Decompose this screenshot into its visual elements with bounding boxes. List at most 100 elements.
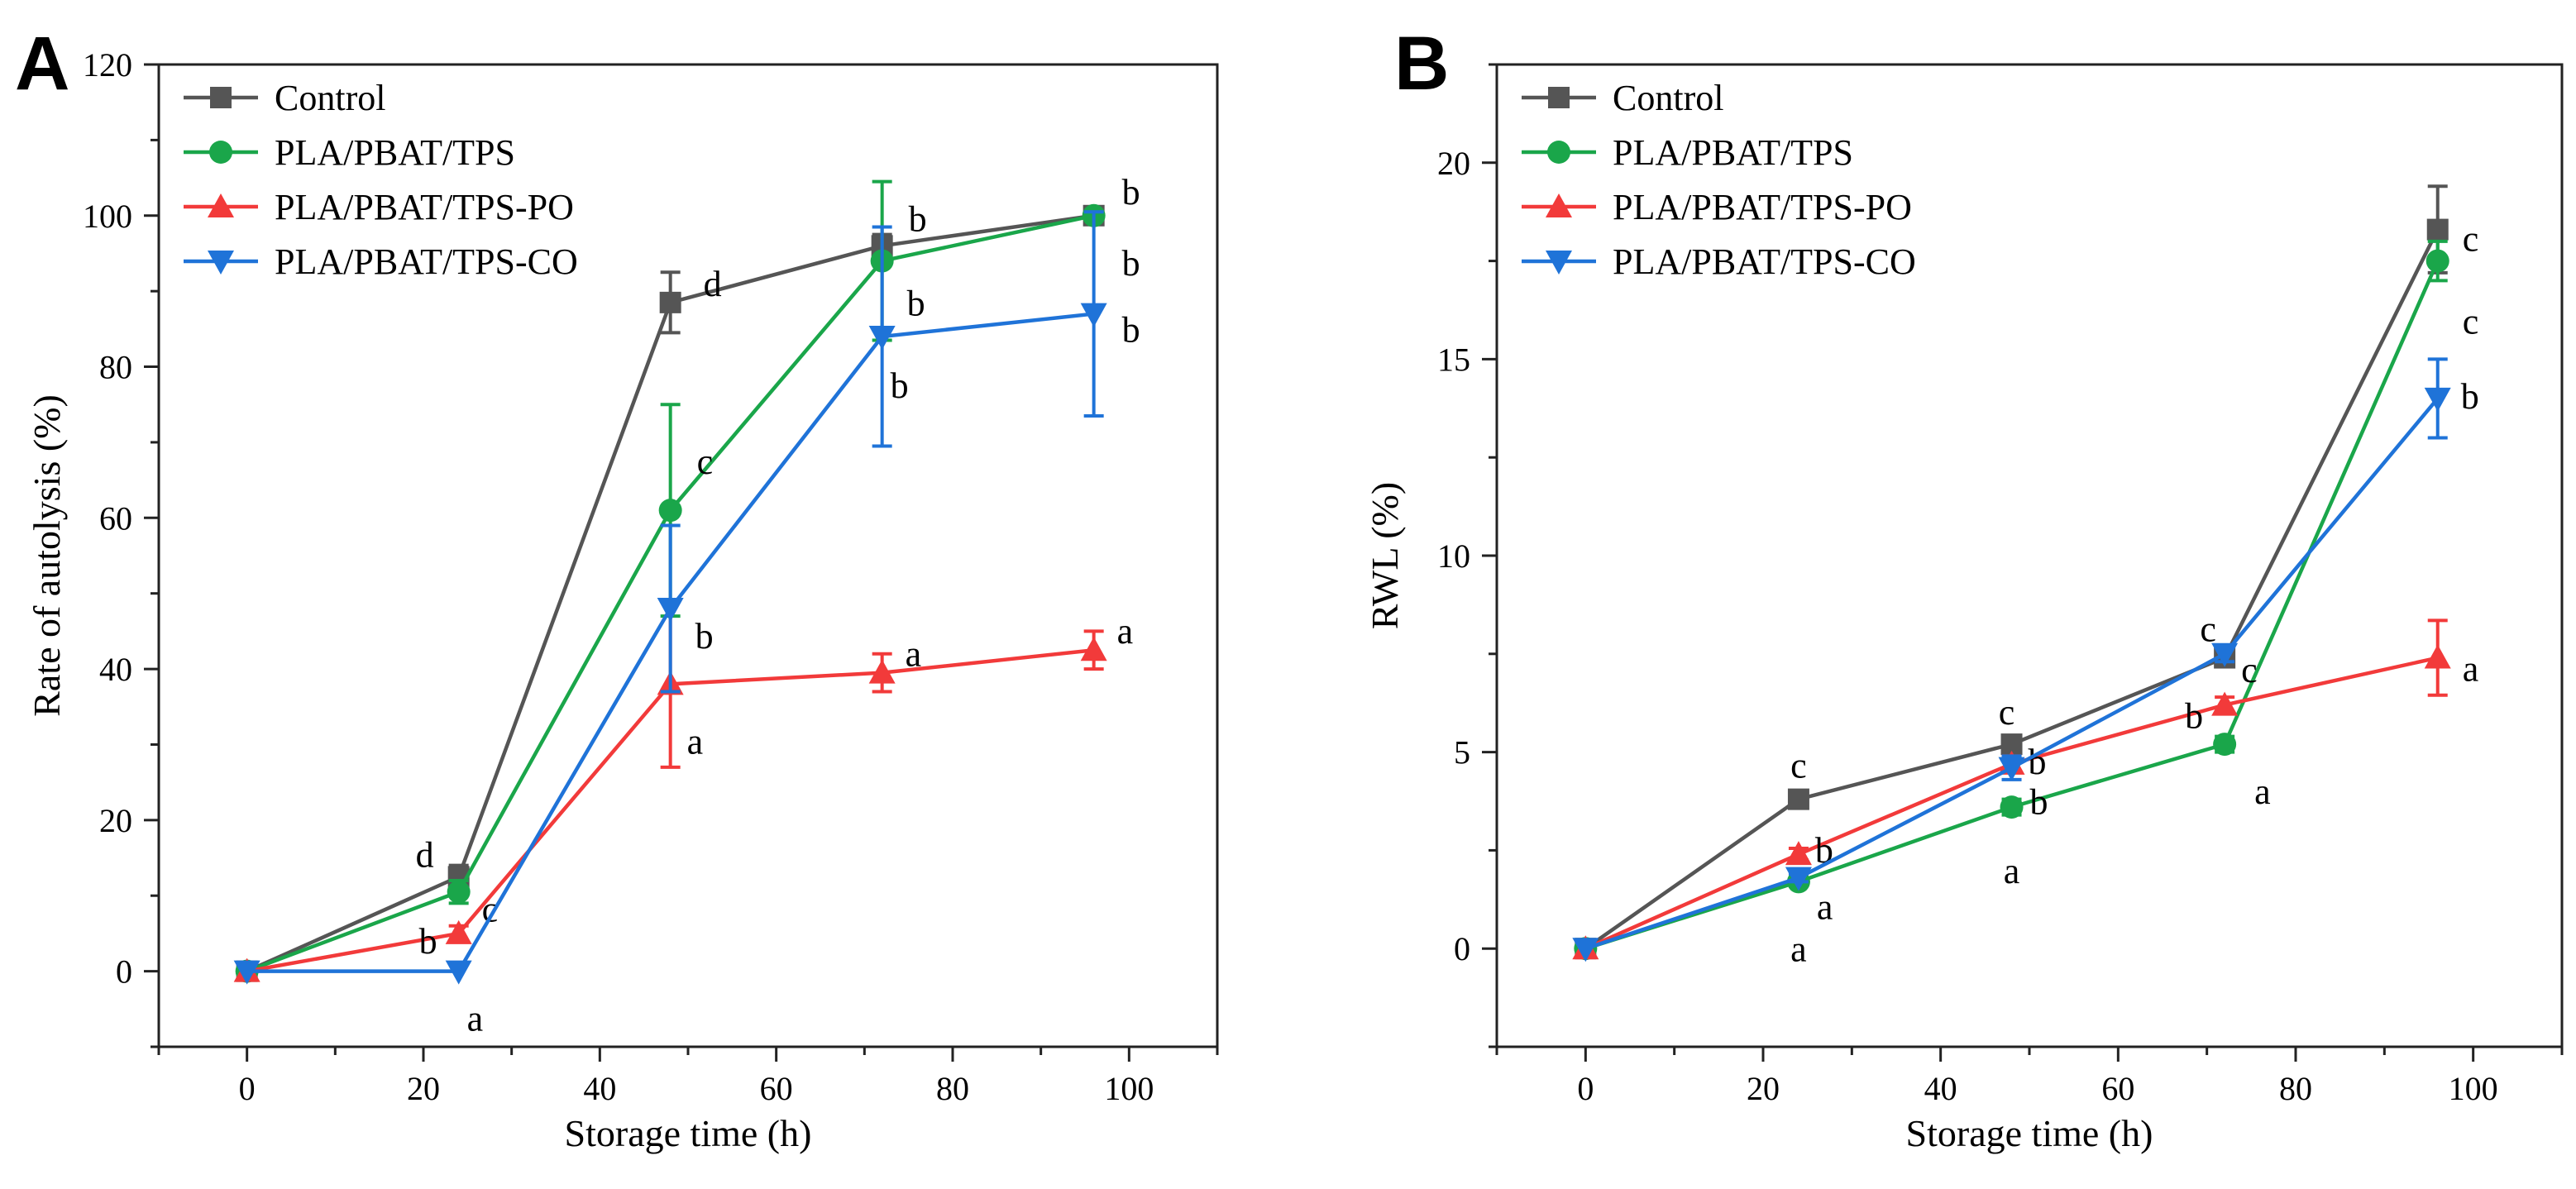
legend: Control PLA/PBAT/TPS PLA/PBAT/TPS-PO PLA/PB…	[184, 78, 578, 282]
x-tick-label: 60	[2101, 1070, 2134, 1107]
data-point	[868, 659, 896, 684]
significance-letter: a	[1790, 929, 1807, 969]
legend-marker	[1548, 87, 1570, 108]
significance-letter: a	[1817, 887, 1833, 928]
significance-letter: b	[1122, 310, 1140, 351]
x-tick-label: 0	[1577, 1070, 1594, 1107]
significance-letter: c	[2463, 219, 2479, 260]
significance-letter: a	[687, 721, 704, 762]
legend-marker	[208, 251, 234, 275]
data-point	[1787, 788, 1809, 810]
x-tick-label: 100	[2449, 1070, 2498, 1107]
y-tick-label: 10	[1437, 537, 1470, 575]
x-tick-label: 40	[1924, 1070, 1957, 1107]
significance-letter: b	[695, 616, 714, 657]
data-point	[868, 325, 896, 350]
legend-entry-label: PLA/PBAT/TPS-PO	[275, 187, 574, 227]
y-tick-label: 15	[1437, 341, 1470, 378]
legend-entry-label: PLA/PBAT/TPS	[1613, 132, 1853, 173]
significance-letter: b	[1122, 172, 1140, 212]
data-point	[658, 499, 682, 523]
y-tick-label: 60	[99, 499, 132, 537]
significance-letter: b	[1122, 243, 1140, 284]
data-point	[2213, 733, 2237, 757]
legend-entry-label: Control	[275, 78, 385, 118]
significance-letter: b	[2461, 376, 2479, 417]
data-point	[659, 291, 681, 313]
series-line	[1584, 228, 2440, 951]
panel-a-chart: A 0 20 40 60 80 100 0 20 40 60 80 100 120 Storage time…	[15, 21, 1219, 1154]
data-point	[2000, 795, 2024, 819]
data-point	[657, 597, 684, 622]
significance-letter: a	[906, 634, 922, 675]
significance-letter: d	[704, 264, 722, 304]
significance-letter: b	[2185, 696, 2203, 737]
y-tick-label: 20	[1437, 145, 1470, 182]
legend-entry-label: PLA/PBAT/TPS-CO	[1613, 241, 1916, 282]
data-point	[447, 880, 471, 904]
data-point	[1080, 637, 1107, 661]
x-tick-label: 100	[1104, 1070, 1154, 1107]
significance-letter: a	[2463, 649, 2479, 690]
data-point	[233, 960, 260, 985]
x-tick-label: 20	[407, 1070, 440, 1107]
data-point	[1572, 938, 1599, 962]
legend-entry-label: PLA/PBAT/TPS-CO	[275, 241, 578, 282]
x-tick-label: 0	[239, 1070, 256, 1107]
significance-letter: b	[907, 284, 925, 324]
legend-marker	[210, 87, 232, 108]
panel-b-chart: B 0 20 40 60 80 100 0 5 10 15 20 Storage time (h) RWL…	[1364, 21, 2564, 1154]
data-point	[2424, 644, 2451, 669]
y-tick-label: 20	[99, 802, 132, 839]
y-axis-title: RWL (%)	[1364, 482, 1406, 629]
significance-letter: b	[891, 365, 909, 406]
y-tick-label: 0	[1454, 930, 1470, 967]
significance-letter: c	[2241, 650, 2258, 690]
data-point	[1998, 757, 2025, 781]
y-tick-label: 5	[1454, 734, 1470, 771]
y-tick-label: 40	[99, 651, 132, 688]
y-tick-label: 80	[99, 349, 132, 386]
data-point	[2211, 642, 2239, 667]
panel-label: A	[15, 21, 69, 106]
significance-letter: a	[1117, 611, 1134, 652]
legend: Control PLA/PBAT/TPS PLA/PBAT/TPS-PO PLA/PB…	[1522, 78, 1916, 282]
y-axis-title: Rate of autolysis (%)	[26, 394, 68, 717]
legend-entry-label: Control	[1613, 78, 1723, 118]
panel-label: B	[1394, 21, 1449, 106]
data-point	[1785, 867, 1812, 891]
x-tick-label: 80	[2279, 1070, 2312, 1107]
y-tick-label: 0	[116, 953, 132, 991]
significance-letter: c	[2200, 609, 2216, 650]
significance-letter: b	[909, 198, 927, 239]
significance-letter: a	[467, 999, 484, 1039]
legend-entry-label: PLA/PBAT/TPS	[275, 132, 515, 173]
data-point	[445, 960, 472, 985]
series-line	[1584, 260, 2440, 951]
legend-marker	[1546, 193, 1572, 217]
significance-letter: d	[416, 834, 434, 875]
data-point	[1785, 841, 1812, 866]
y-tick-label: 100	[83, 198, 132, 235]
significance-letter: b	[2029, 742, 2047, 782]
x-tick-label: 80	[936, 1070, 969, 1107]
significance-letter: a	[2254, 771, 2271, 812]
significance-letter: c	[2463, 302, 2479, 342]
data-point	[2211, 691, 2239, 716]
significance-letter: b	[2030, 782, 2048, 823]
legend-marker	[1546, 251, 1572, 275]
data-point	[2426, 218, 2449, 241]
data-point	[2424, 387, 2451, 412]
x-axis-title: Storage time (h)	[565, 1112, 812, 1154]
legend-marker	[209, 141, 232, 164]
x-tick-label: 60	[760, 1070, 793, 1107]
legend-marker	[208, 193, 234, 217]
x-axis-title: Storage time (h)	[1906, 1112, 2153, 1154]
x-tick-label: 40	[583, 1070, 616, 1107]
data-point	[445, 919, 472, 944]
data-point	[1080, 303, 1107, 327]
